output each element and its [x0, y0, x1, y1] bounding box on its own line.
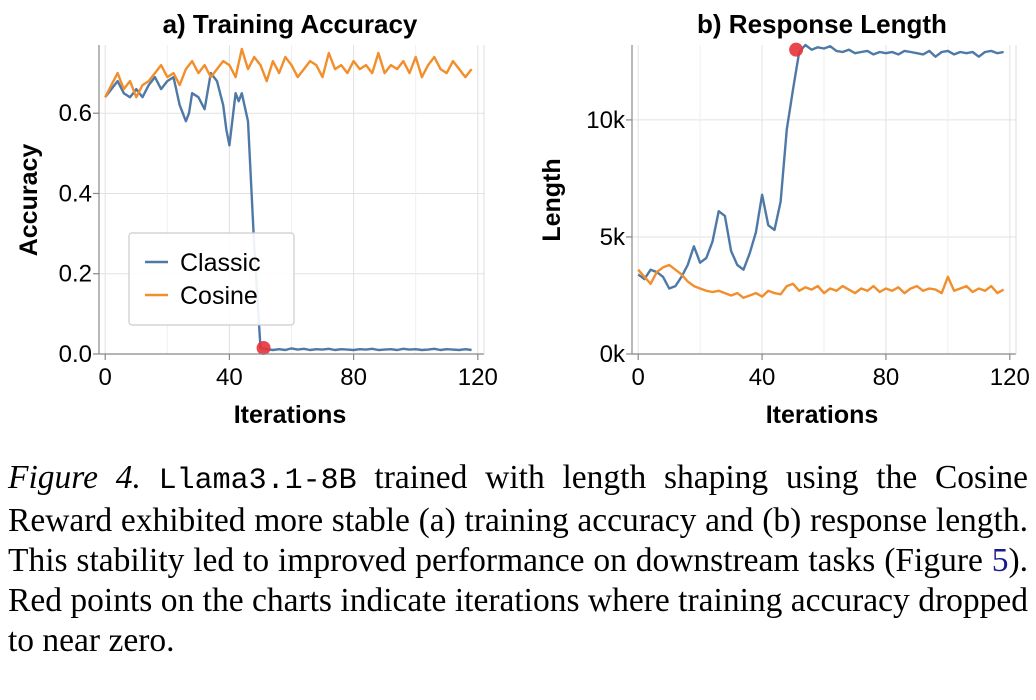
y-tick-label: 0.4: [59, 180, 92, 207]
series-line-classic: [104, 71, 472, 352]
series-line-cosine: [104, 47, 473, 99]
tick-labels: 0 40 80 120 0k 5k 10k: [586, 107, 1030, 391]
series-line-cosine: [637, 263, 1005, 299]
x-tick-label: 120: [990, 364, 1030, 391]
x-tick-label: 120: [458, 364, 498, 391]
x-tick-label: 40: [749, 364, 776, 391]
x-axis-label: Iterations: [234, 401, 347, 429]
x-tick-label: 80: [873, 364, 900, 391]
y-tick-label: 0k: [600, 341, 626, 368]
legend: Classic Cosine: [128, 232, 295, 326]
y-tick-label: 5k: [600, 224, 626, 251]
caption-text-end: ). Red points on the charts indicate ite…: [8, 542, 1028, 659]
axes: [626, 45, 1017, 360]
response-length-chart: b) Response Length 0 40 80 120 0k 5k 10k Itera…: [538, 9, 1030, 429]
x-tick-label: 80: [340, 364, 367, 391]
x-axis-label: Iterations: [766, 401, 879, 429]
x-tick-label: 40: [216, 364, 243, 391]
figure-label: Figure 4.: [8, 459, 141, 496]
markers: [789, 42, 804, 57]
chart-title: b) Response Length: [697, 9, 947, 39]
series-lines: [637, 43, 1005, 299]
legend-box: [128, 232, 295, 326]
grid: [632, 45, 1016, 355]
model-name: Llama3.1-8B: [158, 464, 357, 498]
series-line-classic: [637, 43, 1004, 290]
axes: [93, 45, 485, 360]
y-tick-label: 0.0: [59, 341, 92, 368]
legend-label-cosine: Cosine: [180, 282, 258, 310]
markers: [256, 340, 271, 355]
chart-title: a) Training Accuracy: [163, 9, 418, 39]
figure-charts: a) Training Accuracy 0 40 80 120 0.0 0.2 0.4 0.…: [15, 9, 1030, 429]
tick-labels: 0 40 80 120 0.0 0.2 0.4 0.6: [59, 100, 498, 391]
y-tick-label: 0.6: [59, 100, 92, 127]
training-accuracy-chart: a) Training Accuracy 0 40 80 120 0.0 0.2 0.4 0.…: [15, 9, 498, 429]
legend-label-classic: Classic: [180, 249, 261, 277]
accuracy-drop-marker: [256, 340, 271, 355]
x-tick-label: 0: [99, 364, 112, 391]
y-tick-label: 10k: [586, 107, 626, 134]
caption-text: trained with length shaping using the Co…: [8, 459, 1029, 579]
figure-caption: Figure 4. Llama3.1-8B trained with lengt…: [8, 458, 1028, 661]
accuracy-drop-marker: [789, 42, 804, 57]
y-axis-label: Accuracy: [15, 144, 43, 257]
series-lines: [104, 47, 473, 352]
y-axis-label: Length: [538, 158, 566, 241]
y-tick-label: 0.2: [59, 261, 92, 288]
figure-reference-link[interactable]: 5: [991, 542, 1009, 579]
x-tick-label: 0: [632, 364, 645, 391]
